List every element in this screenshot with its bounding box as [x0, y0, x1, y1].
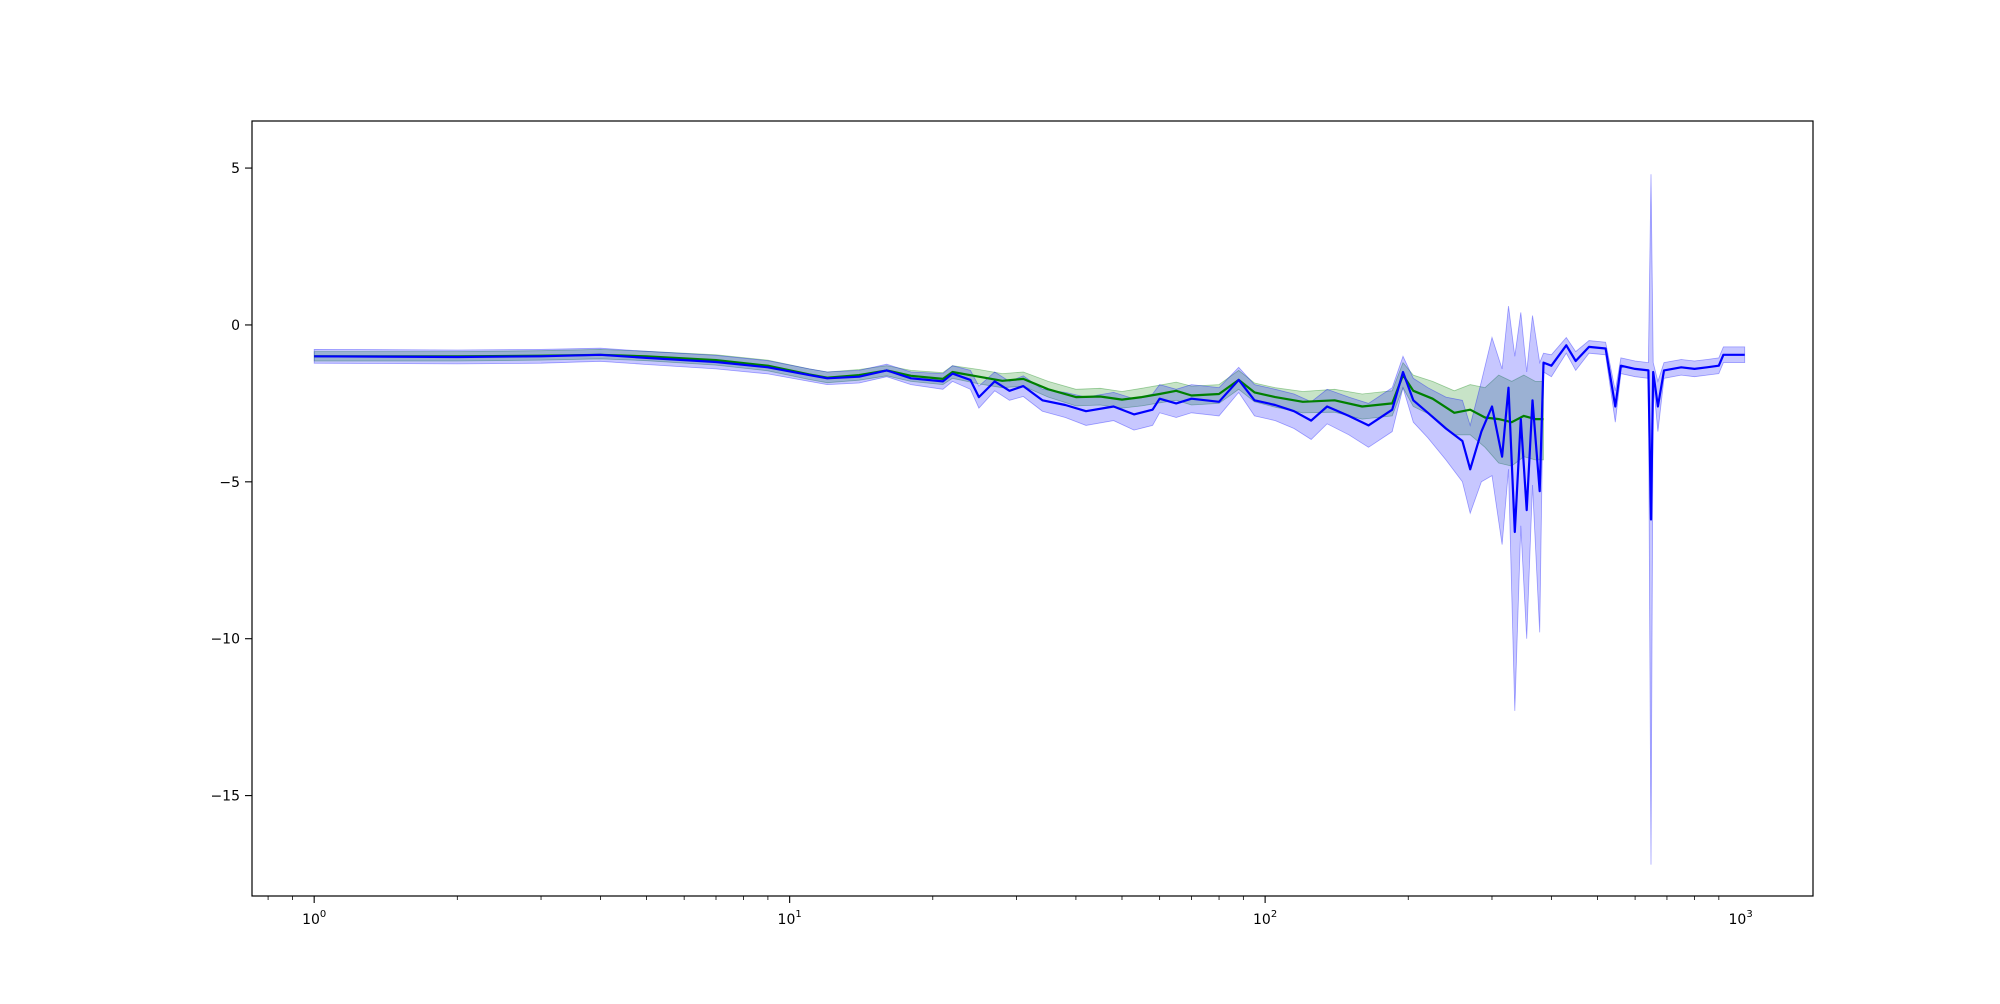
x-tick-base: 10 — [1253, 912, 1271, 928]
x-axis: 100 101 102 103 — [267, 896, 1753, 928]
y-axis: 5 0 −5 −10 −15 — [210, 161, 252, 805]
x-tick-exponent: 0 — [320, 909, 326, 920]
y-tick-label: −5 — [219, 475, 240, 491]
x-tick-exponent: 2 — [1271, 909, 1277, 920]
x-tick-exponent: 1 — [795, 909, 801, 920]
y-tick-label: 0 — [231, 318, 240, 334]
series-2-band — [313, 174, 1746, 865]
y-tick-label: −15 — [210, 789, 240, 805]
y-tick-label: 5 — [231, 161, 240, 177]
x-tick-label: 103 — [1728, 909, 1752, 928]
confidence-bands — [313, 174, 1746, 865]
series-lines — [314, 344, 1745, 534]
x-tick-base: 10 — [1728, 912, 1746, 928]
series-2-line — [314, 344, 1745, 534]
axes-frame — [251, 120, 1814, 897]
series-1-band — [313, 348, 1544, 467]
x-tick-base: 10 — [778, 912, 796, 928]
x-tick-label: 101 — [778, 909, 802, 928]
x-tick-base: 10 — [302, 912, 320, 928]
x-tick-label: 102 — [1253, 909, 1277, 928]
y-tick-label: −10 — [210, 632, 240, 648]
x-tick-label: 100 — [302, 909, 326, 928]
x-tick-exponent: 3 — [1746, 909, 1752, 920]
